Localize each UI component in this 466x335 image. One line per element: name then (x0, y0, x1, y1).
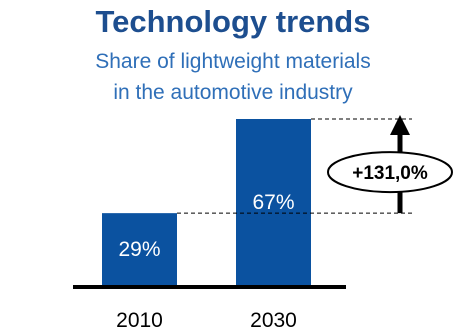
x-tick-label-2010: 2010 (116, 309, 163, 332)
growth-label: +131,0% (352, 163, 428, 184)
bar-value-label-2010: 29% (118, 238, 160, 261)
chart-title: Technology trends (95, 4, 371, 39)
x-tick-label-2030: 2030 (250, 309, 297, 332)
bar-2010 (102, 213, 177, 285)
chart-subtitle-line-1: Share of lightweight materials (95, 50, 371, 73)
bar-2030 (236, 119, 311, 285)
growth-label-ellipse (327, 151, 453, 194)
bar-value-label-2030: 67% (252, 191, 294, 214)
chart-subtitle-line-2: in the automotive industry (113, 81, 353, 104)
